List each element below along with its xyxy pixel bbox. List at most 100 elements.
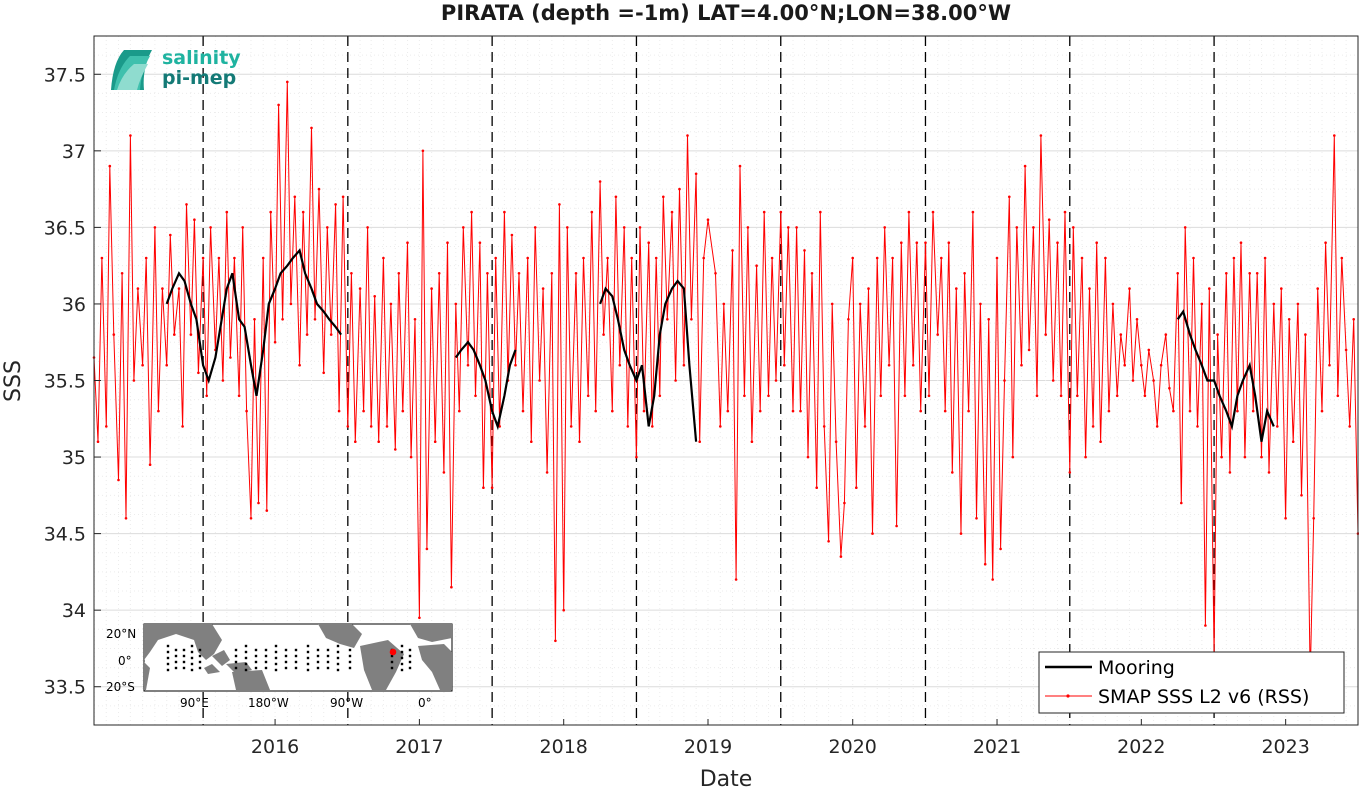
- series-point-smap: [161, 287, 164, 290]
- series-layer: [92, 80, 1359, 681]
- map-buoy-marker: [182, 654, 186, 658]
- series-point-smap: [401, 409, 405, 413]
- map-buoy-marker: [234, 654, 238, 658]
- series-point-smap: [1304, 333, 1307, 336]
- y-tick-label: 33.5: [44, 677, 86, 699]
- map-buoy-marker: [244, 656, 248, 660]
- series-point-smap: [1284, 517, 1287, 520]
- series-point-smap: [209, 226, 212, 229]
- x-axis-ticks: 2016 2017 2018 2019 2020 2021 2022 2023: [251, 719, 1310, 758]
- series-point-smap: [719, 425, 722, 428]
- series-point-smap: [1023, 164, 1027, 168]
- series-point-smap: [462, 226, 465, 229]
- series-point-smap: [722, 302, 726, 306]
- series-point-smap: [635, 455, 638, 459]
- series-point-smap: [1188, 409, 1192, 413]
- map-buoy-marker: [294, 666, 298, 670]
- map-buoy-marker: [264, 666, 268, 670]
- series-point-smap: [217, 256, 221, 260]
- series-point-smap: [205, 394, 208, 398]
- legend-label-mooring: Mooring: [1098, 657, 1175, 679]
- series-point-smap: [791, 409, 795, 413]
- map-buoy-marker: [306, 668, 310, 672]
- series-point-smap: [1152, 379, 1155, 382]
- series-point-smap: [421, 149, 425, 153]
- series-line-mooring: [599, 279, 698, 442]
- series-point-smap: [329, 333, 333, 336]
- series-point-smap: [903, 394, 907, 398]
- series-point-smap: [606, 256, 609, 260]
- series-point-smap: [1068, 471, 1072, 474]
- series-point-smap: [397, 272, 401, 275]
- series-point-smap: [582, 256, 585, 260]
- series-point-smap: [181, 425, 184, 428]
- map-buoy-marker: [390, 660, 394, 664]
- series-point-smap: [979, 302, 982, 306]
- map-buoy-marker: [166, 650, 170, 654]
- series-point-smap: [148, 463, 152, 467]
- series-point-smap: [406, 241, 409, 244]
- series-point-smap: [690, 318, 693, 321]
- series-line-mooring: [165, 248, 342, 396]
- series-point-smap: [289, 302, 293, 306]
- series-point-smap: [225, 210, 229, 214]
- series-point-smap: [530, 440, 533, 444]
- series-point-smap: [1056, 241, 1059, 244]
- series-point-smap: [510, 233, 514, 237]
- series-point-smap: [810, 272, 814, 275]
- map-lat-20s: 20°S: [106, 680, 135, 694]
- series-point-smap: [482, 486, 485, 490]
- map-buoy-marker: [244, 650, 248, 654]
- series-point-smap: [955, 287, 958, 290]
- map-buoy-marker: [244, 668, 248, 672]
- series-point-smap: [446, 241, 449, 244]
- series-point-smap: [334, 203, 337, 206]
- series-point-smap: [714, 272, 717, 275]
- series-point-smap: [1324, 241, 1327, 244]
- series-point-smap: [221, 379, 225, 382]
- series-point-smap: [169, 233, 172, 237]
- series-point-smap: [409, 455, 413, 459]
- series-point-smap: [858, 302, 862, 306]
- series-point-smap: [943, 409, 947, 413]
- series-point-smap: [795, 226, 798, 229]
- series-point-smap: [229, 356, 232, 359]
- map-buoy-marker: [326, 666, 330, 670]
- map-lon-90w: 90°W: [330, 696, 363, 710]
- series-point-smap: [337, 409, 341, 413]
- series-point-smap: [566, 226, 569, 229]
- map-buoy-marker: [174, 666, 178, 670]
- series-point-smap: [189, 333, 193, 336]
- series-point-smap: [1296, 302, 1300, 306]
- series-point-smap: [286, 80, 289, 84]
- series-point-smap: [265, 509, 269, 512]
- series-point-smap: [678, 187, 681, 191]
- series-point-smap: [1104, 256, 1107, 260]
- series-point-smap: [867, 287, 870, 290]
- series-point-smap: [1291, 440, 1295, 444]
- series-line-mooring: [454, 340, 517, 431]
- series-line-mooring: [1176, 309, 1275, 442]
- map-buoy-marker: [234, 648, 238, 652]
- y-axis-label: SSS: [1, 360, 26, 402]
- series-point-smap: [1336, 394, 1340, 398]
- x-tick-label: 2016: [251, 736, 299, 758]
- series-point-smap: [1260, 455, 1263, 459]
- series-point-smap: [1059, 394, 1063, 398]
- map-buoy-marker: [400, 662, 404, 666]
- series-point-smap: [450, 585, 453, 589]
- series-point-smap: [157, 409, 160, 413]
- map-buoy-marker: [190, 656, 194, 660]
- map-buoy-marker: [408, 654, 412, 658]
- series-point-smap: [1076, 394, 1079, 398]
- series-point-smap: [538, 379, 541, 382]
- grid: [93, 35, 1358, 726]
- series-point-smap: [1272, 302, 1276, 306]
- year-boundary-lines: [202, 36, 1215, 725]
- series-point-smap: [526, 256, 529, 260]
- logo-line2: pi-mep: [162, 67, 236, 89]
- series-point-smap: [827, 540, 830, 543]
- series-point-smap: [373, 295, 377, 298]
- station-location-marker: [389, 648, 397, 656]
- series-point-smap: [983, 562, 987, 566]
